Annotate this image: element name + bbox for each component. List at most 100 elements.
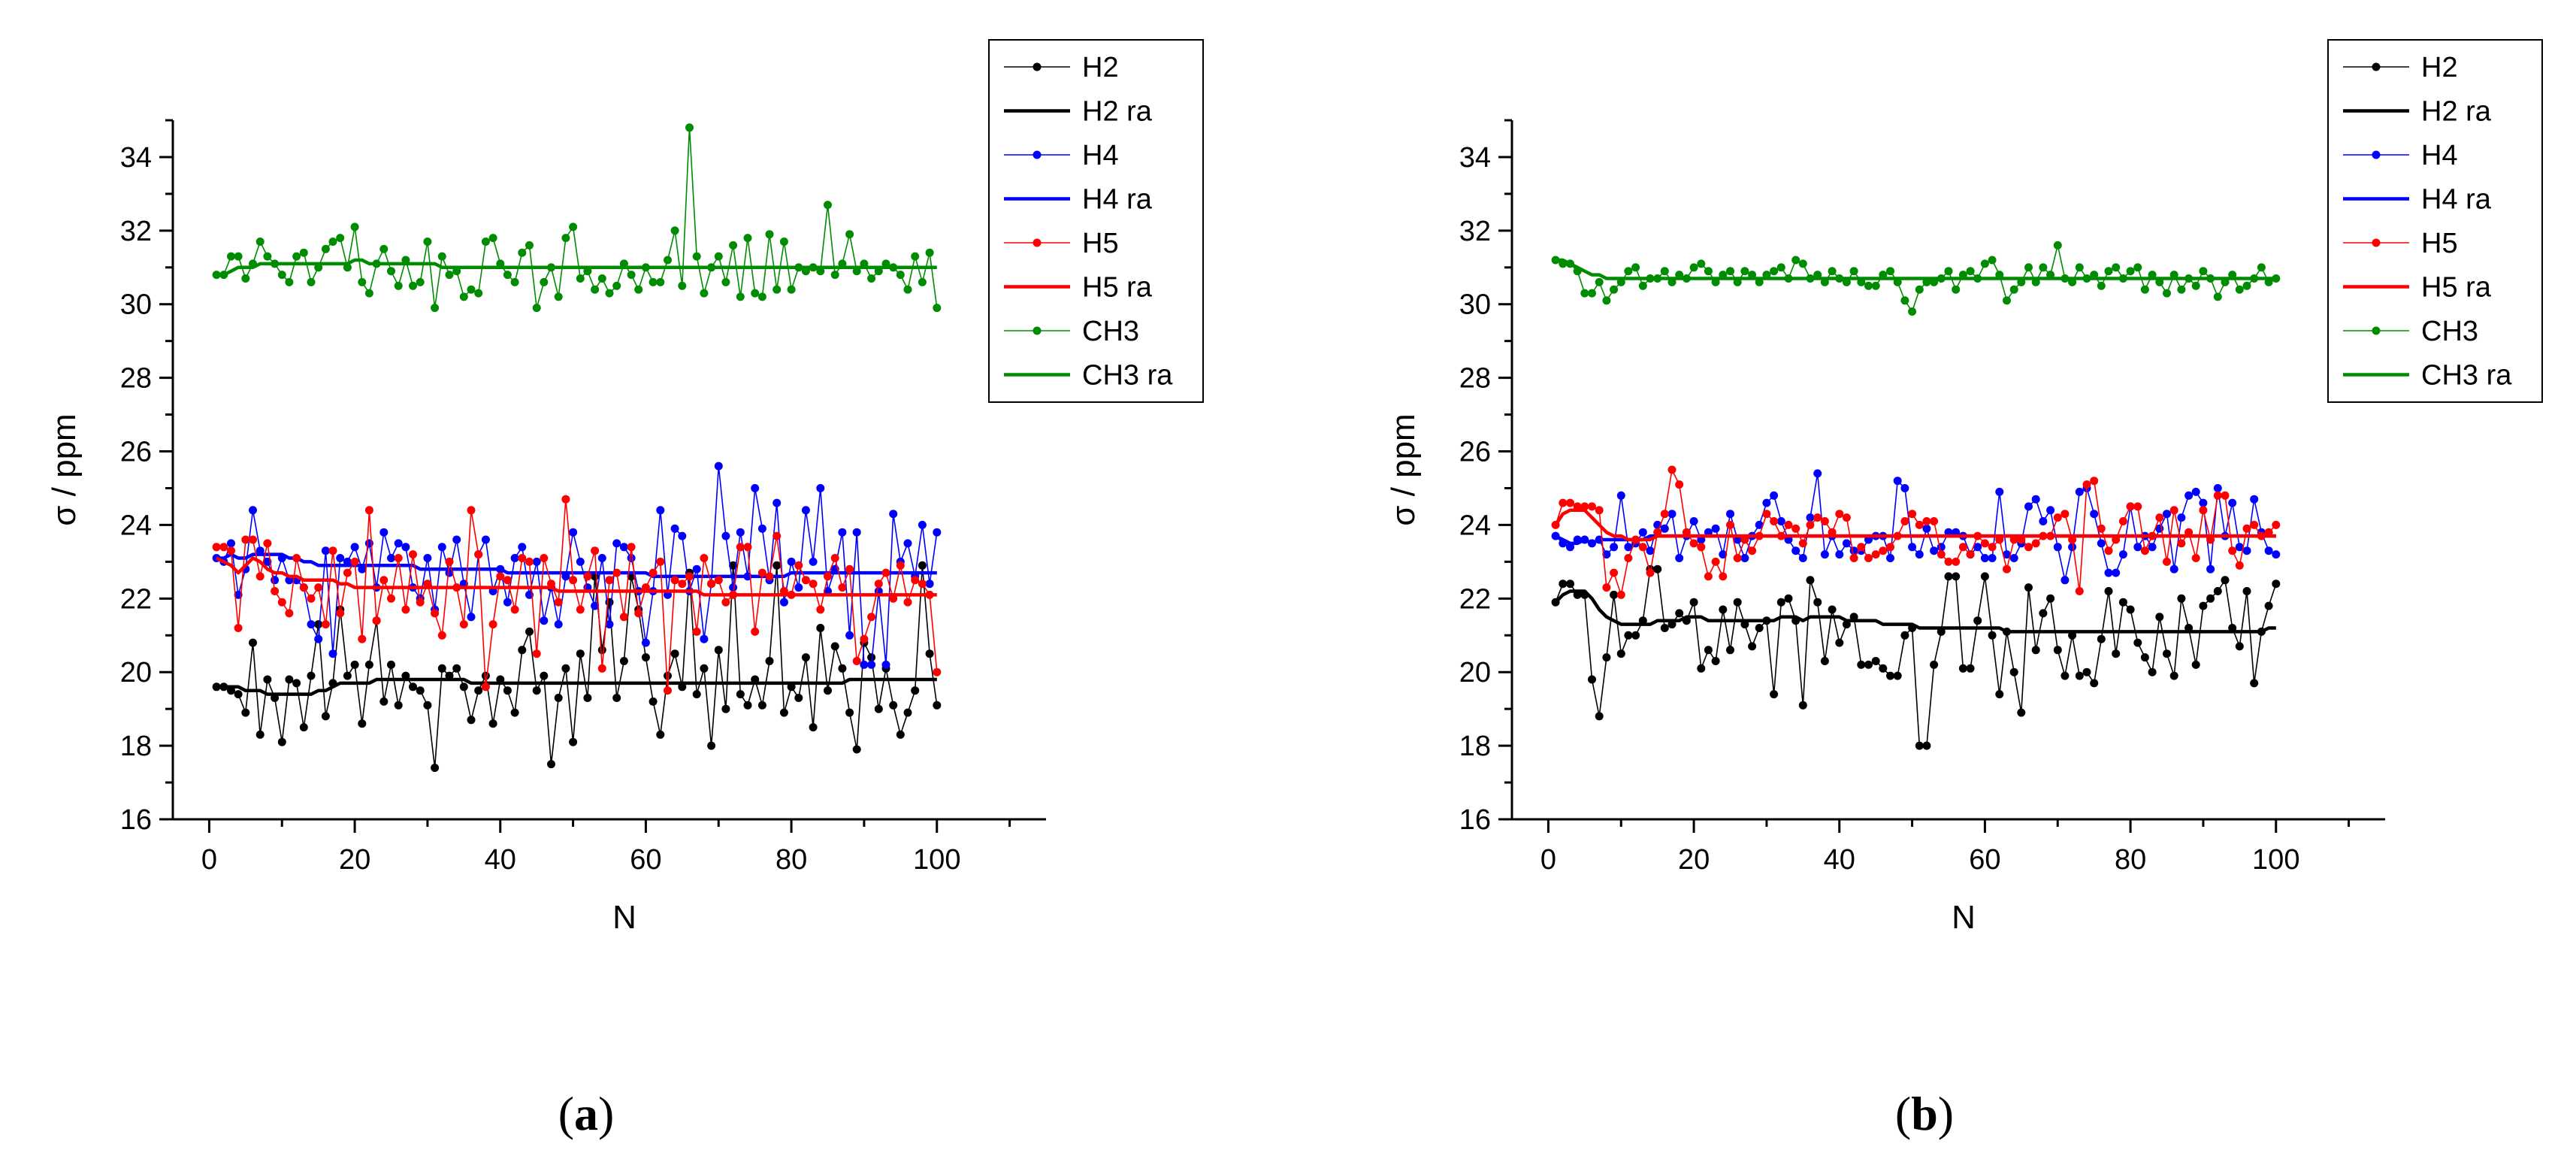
data-point bbox=[743, 234, 752, 243]
data-point bbox=[2118, 550, 2127, 559]
data-point bbox=[2191, 281, 2200, 290]
y-tick-label: 34 bbox=[120, 142, 152, 174]
data-point bbox=[1944, 267, 1953, 276]
data-point bbox=[933, 701, 942, 710]
data-point bbox=[2060, 510, 2070, 519]
data-point bbox=[452, 664, 461, 673]
data-point bbox=[824, 572, 832, 581]
data-point bbox=[860, 660, 869, 669]
data-point bbox=[1616, 649, 1625, 658]
data-point bbox=[387, 554, 395, 562]
data-point bbox=[583, 694, 592, 702]
caption-letter: a bbox=[574, 1087, 598, 1140]
data-point bbox=[2213, 292, 2222, 301]
data-point bbox=[1806, 576, 1815, 585]
data-point bbox=[576, 649, 585, 658]
data-point bbox=[678, 580, 687, 589]
data-point bbox=[700, 664, 709, 673]
data-point bbox=[2163, 510, 2171, 519]
y-tick-label: 30 bbox=[1459, 289, 1491, 321]
data-point bbox=[772, 285, 782, 294]
data-point bbox=[656, 506, 665, 515]
data-point bbox=[576, 274, 585, 283]
data-point bbox=[321, 620, 330, 629]
data-point bbox=[321, 712, 330, 721]
data-point bbox=[2169, 671, 2178, 680]
data-point bbox=[1944, 557, 1953, 566]
data-point bbox=[2163, 289, 2171, 298]
data-point bbox=[649, 697, 658, 706]
legend-item: H5 ra bbox=[1004, 272, 1153, 304]
data-point bbox=[2075, 263, 2084, 272]
data-point bbox=[1667, 510, 1677, 519]
data-point bbox=[2155, 613, 2164, 622]
data-point bbox=[678, 281, 687, 290]
data-point bbox=[1610, 543, 1619, 552]
data-point bbox=[387, 594, 395, 603]
data-point bbox=[540, 616, 549, 625]
legend: H2 H2 ra H4 H4 ra H5 H5 ra CH3 CH3 ra bbox=[988, 39, 1204, 403]
data-point bbox=[1871, 657, 1880, 665]
data-point bbox=[431, 304, 440, 313]
data-point bbox=[670, 649, 679, 658]
data-point bbox=[1915, 520, 1924, 529]
x-tick-label: 80 bbox=[776, 844, 807, 876]
data-point bbox=[911, 686, 920, 695]
data-point bbox=[423, 238, 432, 246]
data-point bbox=[1908, 510, 1917, 519]
data-point bbox=[2075, 671, 2084, 680]
data-point bbox=[1689, 598, 1698, 607]
data-point bbox=[1871, 550, 1880, 559]
data-point bbox=[670, 576, 679, 585]
data-point bbox=[255, 572, 265, 581]
data-point bbox=[903, 598, 912, 607]
data-point bbox=[321, 244, 330, 253]
data-point bbox=[1791, 524, 1800, 533]
data-point bbox=[700, 289, 709, 298]
data-point bbox=[1871, 281, 1880, 290]
data-point bbox=[510, 554, 519, 562]
panel-caption: (a) bbox=[558, 1087, 615, 1140]
data-point bbox=[372, 616, 381, 625]
data-point bbox=[627, 543, 636, 552]
data-point bbox=[249, 535, 257, 544]
data-point bbox=[2242, 524, 2251, 533]
data-point bbox=[350, 222, 359, 232]
data-point bbox=[2228, 498, 2237, 507]
data-point bbox=[1776, 598, 1785, 607]
data-point bbox=[488, 234, 497, 243]
data-point bbox=[1857, 660, 1866, 669]
data-point bbox=[809, 557, 818, 566]
data-point bbox=[2257, 263, 2266, 272]
data-point bbox=[1988, 256, 1997, 265]
legend-item: H2 ra bbox=[2343, 96, 2492, 128]
data-point bbox=[1879, 546, 1888, 555]
data-point bbox=[918, 561, 927, 570]
data-point bbox=[867, 613, 876, 622]
y-tick-label: 24 bbox=[1459, 510, 1491, 541]
data-point bbox=[496, 572, 505, 581]
y-tick-label: 18 bbox=[1459, 731, 1491, 762]
x-tick-label: 20 bbox=[1678, 844, 1710, 876]
legend-item: H2 bbox=[1004, 52, 1119, 83]
data-point bbox=[1697, 543, 1706, 552]
data-point bbox=[1697, 664, 1706, 673]
x-tick-label: 40 bbox=[485, 844, 516, 876]
data-point bbox=[234, 624, 243, 632]
data-point bbox=[2053, 241, 2062, 250]
data-point bbox=[765, 572, 774, 581]
data-point bbox=[597, 664, 606, 673]
data-point bbox=[721, 704, 730, 713]
x-tick-label: 0 bbox=[1540, 844, 1556, 876]
data-point bbox=[1653, 564, 1662, 573]
data-point bbox=[889, 701, 898, 710]
data-point bbox=[664, 671, 672, 680]
data-point bbox=[328, 649, 337, 658]
legend-swatch-marker bbox=[1033, 150, 1042, 159]
data-point bbox=[881, 568, 890, 577]
data-point bbox=[307, 620, 316, 629]
data-point bbox=[2235, 642, 2244, 651]
data-point bbox=[1566, 498, 1574, 507]
data-point bbox=[700, 554, 709, 562]
data-point bbox=[2199, 506, 2208, 515]
